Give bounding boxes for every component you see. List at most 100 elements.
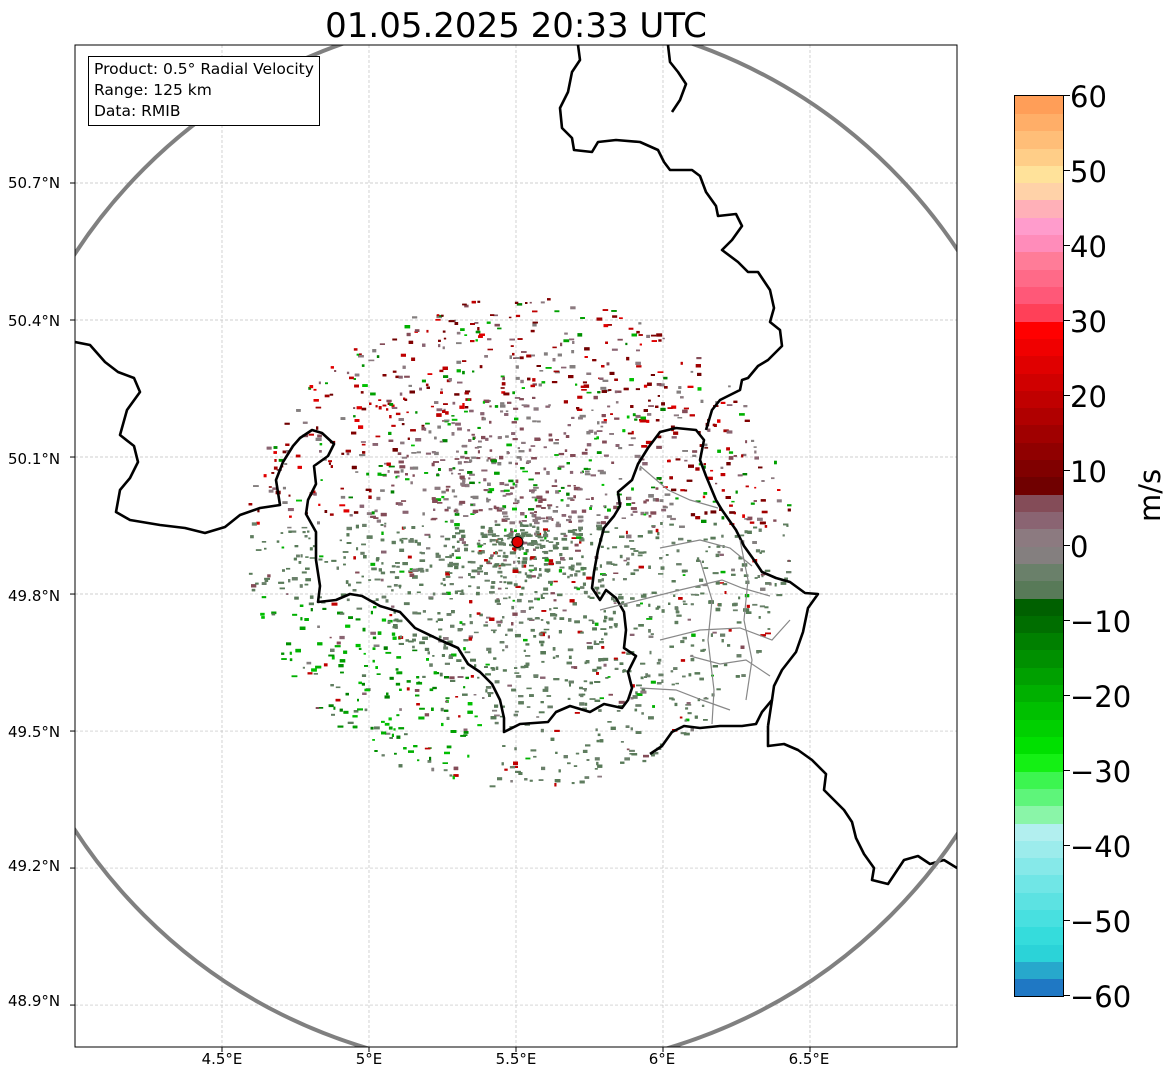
echo-cell [567, 648, 574, 652]
echo-cell [717, 449, 721, 453]
echo-cell [604, 515, 609, 519]
echo-cell [389, 614, 393, 617]
echo-cell [661, 679, 664, 683]
echo-cell [646, 618, 653, 620]
echo-cell [777, 489, 781, 491]
echo-cell [553, 537, 558, 541]
echo-cell [710, 536, 716, 540]
echo-cell [504, 768, 508, 771]
echo-cell [604, 632, 608, 636]
echo-cell [757, 517, 763, 521]
echo-cell [511, 432, 516, 435]
echo-cell [600, 386, 607, 390]
echo-cell [696, 357, 702, 360]
echo-cell [419, 641, 425, 645]
echo-cell [694, 594, 700, 596]
echo-cell [299, 584, 303, 588]
echo-cell [561, 366, 567, 369]
echo-cell [696, 557, 700, 560]
echo-cell [569, 470, 574, 474]
echo-cell [387, 470, 390, 473]
echo-cell [520, 467, 525, 470]
echo-cell [656, 682, 662, 685]
echo-cell [534, 472, 540, 475]
echo-cell [444, 676, 449, 679]
echo-cell [289, 658, 293, 662]
echo-cell [528, 607, 531, 610]
echo-cell [581, 389, 587, 391]
echo-cell [391, 424, 396, 427]
echo-cell [469, 600, 473, 604]
echo-cell [494, 405, 499, 408]
echo-cell [518, 547, 521, 551]
echo-cell [740, 645, 745, 649]
colorbar-label: −20 [1070, 680, 1132, 714]
echo-cell [381, 562, 384, 565]
echo-cell [597, 733, 601, 737]
echo-cell [419, 387, 422, 391]
echo-cell [407, 437, 410, 440]
echo-cell [319, 443, 323, 446]
echo-cell [729, 511, 736, 514]
echo-cell [576, 407, 580, 410]
echo-cell [680, 640, 685, 644]
echo-cell [760, 550, 765, 553]
echo-cell [502, 376, 505, 381]
colorbar-segment [1015, 165, 1063, 184]
echo-cell [753, 526, 758, 529]
echo-cell [687, 618, 691, 621]
echo-cell [355, 524, 359, 529]
echo-cell [501, 562, 504, 566]
echo-cell [572, 532, 577, 536]
echo-cell [531, 575, 536, 578]
echo-cell [650, 334, 657, 337]
echo-cell [538, 573, 542, 577]
echo-cell [372, 443, 379, 446]
echo-cell [415, 694, 420, 697]
echo-cell [448, 378, 452, 382]
colorbar-segment [1015, 147, 1063, 166]
echo-cell [650, 374, 655, 376]
echo-cell [433, 671, 437, 675]
echo-cell [401, 537, 408, 540]
echo-cell [399, 688, 402, 691]
echo-cell [540, 619, 544, 621]
echo-cell [459, 500, 466, 504]
echo-cell [604, 615, 607, 618]
echo-cell [457, 547, 460, 552]
echo-cell [341, 452, 345, 455]
echo-cell [441, 722, 444, 727]
echo-cell [429, 663, 433, 667]
echo-cell [623, 387, 629, 391]
echo-cell [392, 370, 397, 373]
echo-cell [541, 610, 547, 612]
echo-cell [695, 586, 701, 588]
echo-cell [536, 365, 541, 367]
echo-cell [629, 749, 635, 752]
echo-cell [626, 652, 631, 655]
echo-cell [370, 610, 373, 615]
echo-cell [630, 727, 633, 731]
echo-cell [659, 383, 665, 387]
echo-cell [543, 467, 547, 471]
echo-cell [535, 535, 542, 537]
echo-cell [578, 519, 583, 523]
colorbar-tick [1064, 170, 1070, 171]
echo-cell [630, 697, 634, 700]
echo-cell [519, 458, 522, 461]
echo-cell [406, 687, 410, 691]
echo-cell [557, 593, 563, 597]
echo-cell [399, 708, 402, 711]
echo-cell [386, 462, 391, 466]
echo-cell [512, 599, 515, 602]
echo-cell [525, 757, 531, 760]
echo-cell [400, 469, 404, 473]
echo-cell [533, 484, 538, 487]
echo-cell [553, 599, 557, 602]
echo-cell [756, 651, 759, 654]
lon-label: 6.5°E [788, 1050, 830, 1068]
echo-cell [553, 370, 559, 373]
echo-cell [620, 601, 624, 606]
echo-cell [602, 574, 607, 576]
echo-cell [596, 524, 602, 527]
